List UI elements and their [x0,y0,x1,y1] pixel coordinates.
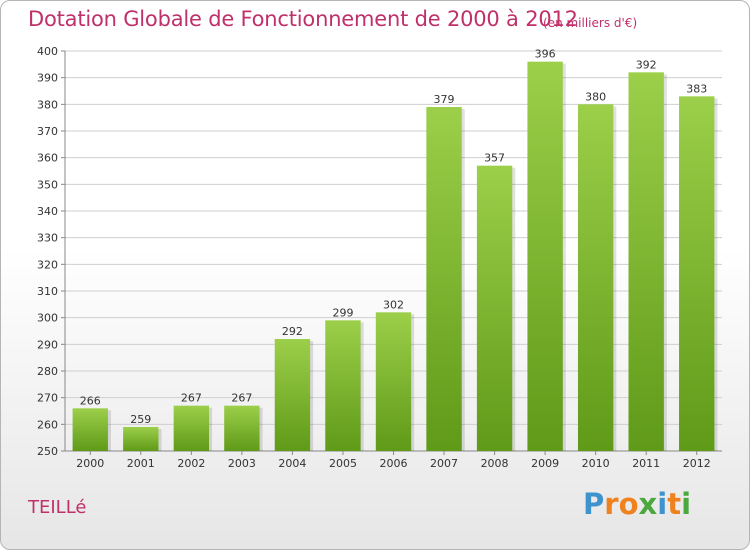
bar [173,405,210,451]
data-label: 396 [535,48,556,61]
x-tick-label: 2012 [683,457,711,470]
bar [224,405,260,451]
bar [123,427,159,451]
y-tick-label: 370 [37,125,58,138]
bar [375,312,412,451]
data-label: 380 [585,90,606,103]
y-tick-label: 300 [37,312,58,325]
y-tick-label: 250 [37,445,58,458]
y-tick-label: 280 [37,365,58,378]
logo-letter: i [681,487,692,521]
chart-subtitle: (en milliers d'€) [543,16,638,30]
y-tick-label: 390 [37,72,58,85]
x-tick-label: 2001 [127,457,155,470]
x-tick-label: 2000 [76,457,104,470]
bar [679,96,715,451]
x-tick-label: 2011 [632,457,660,470]
bar [628,72,664,451]
data-labels: 266 259 267 267 292 299 302 379 357 396 380 392 383 [80,48,707,426]
logo-letter: t [667,487,682,521]
data-label: 259 [130,413,151,426]
logo-letter: P [583,487,605,521]
y-tick-label: 260 [37,418,58,431]
bar [476,165,513,451]
x-tick-label: 2003 [228,457,256,470]
y-tick-label: 330 [37,232,58,245]
proxiti-logo: Proxiti [583,487,691,521]
y-tick-label: 270 [37,392,58,405]
logo-letter: i [657,487,668,521]
bar [325,320,361,451]
data-label: 392 [636,58,657,71]
data-label: 357 [484,152,505,165]
x-tick-label: 2002 [177,457,205,470]
data-label: 267 [181,392,202,405]
y-tick-label: 380 [37,98,58,111]
y-tick-label: 320 [37,258,58,271]
y-tick-label: 290 [37,338,58,351]
data-label: 266 [80,394,101,407]
axes: 250 260 270 280 290 300 310 320 330 340 350 360 370 3… [37,45,722,470]
logo-letter: x [638,487,658,521]
y-tick-label: 400 [37,45,58,58]
data-label: 383 [686,82,707,95]
data-label: 267 [231,392,252,405]
logo-letter: r [604,487,619,521]
y-tick-label: 350 [37,178,58,191]
x-tick-label: 2007 [430,457,458,470]
y-tick-label: 310 [37,285,58,298]
x-tick-label: 2004 [278,457,306,470]
y-tick-label: 360 [37,152,58,165]
x-tick-label: 2010 [582,457,610,470]
x-tick-label: 2006 [380,457,408,470]
x-tick-label: 2008 [481,457,509,470]
bar [577,104,614,451]
bars [72,61,718,452]
chart-title: Dotation Globale de Fonctionnement de 20… [28,7,578,31]
bar [527,61,563,452]
y-tick-label: 340 [37,205,58,218]
data-label: 302 [383,298,404,311]
x-tick-label: 2005 [329,457,357,470]
data-label: 292 [282,325,303,338]
bar [426,107,462,451]
logo-letter: o [618,487,639,521]
data-label: 299 [332,306,353,319]
x-tick-label: 2009 [531,457,559,470]
commune-name: TEILLé [28,497,87,518]
bar [72,408,108,451]
bar [274,339,311,451]
data-label: 379 [434,93,455,106]
